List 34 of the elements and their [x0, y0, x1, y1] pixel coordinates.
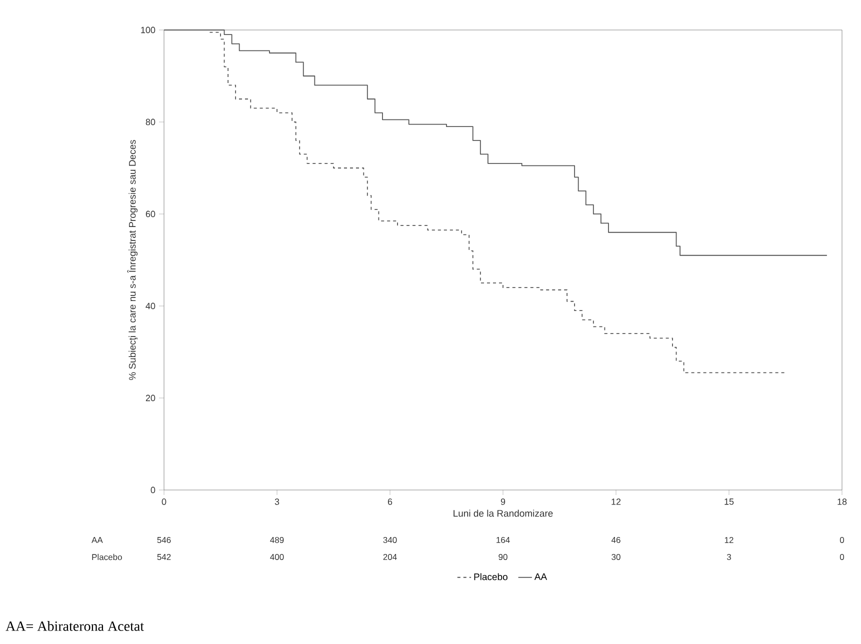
text: 400: [270, 554, 284, 560]
text: 204: [383, 554, 397, 560]
text: AA: [92, 537, 103, 543]
x-tick-label: 18: [838, 498, 847, 505]
x-tick-label: 12: [612, 498, 621, 505]
x-tick-label: 9: [500, 498, 506, 505]
legend-label: AA: [534, 573, 548, 580]
text: 30: [612, 554, 620, 560]
text: 164: [496, 536, 510, 543]
y-tick-label: 60: [146, 210, 156, 218]
text: 489: [270, 536, 284, 543]
text: 3: [726, 554, 731, 560]
text: 546: [157, 536, 171, 543]
x-tick-label: 6: [388, 498, 392, 505]
text: 542: [157, 554, 171, 560]
y-axis-title: % Subiecţi la care nu s-a Înregistrat Progresie sau Deces: [127, 140, 138, 380]
text: 12: [724, 537, 734, 543]
y-tick-label: 100: [141, 26, 156, 34]
y-tick-label: 40: [146, 302, 156, 310]
text: 0: [840, 554, 844, 560]
x-axis-title: Luni de la Randomizare: [454, 510, 553, 517]
text: 90: [498, 554, 508, 560]
y-tick-label: 80: [146, 118, 156, 126]
x-tick-label: 15: [724, 498, 734, 505]
y-tick-label: 0: [150, 486, 156, 494]
y-tick-label: 20: [146, 394, 156, 402]
text: 0: [840, 536, 844, 543]
text: Placebo: [92, 554, 122, 560]
x-tick-label: 3: [274, 498, 280, 505]
text: 46: [611, 536, 620, 543]
text: 340: [383, 536, 397, 543]
x-tick-label: 0: [162, 498, 166, 505]
legend-label: Placebo: [474, 573, 508, 580]
text: AA= Abiraterona Acetat: [6, 621, 144, 631]
